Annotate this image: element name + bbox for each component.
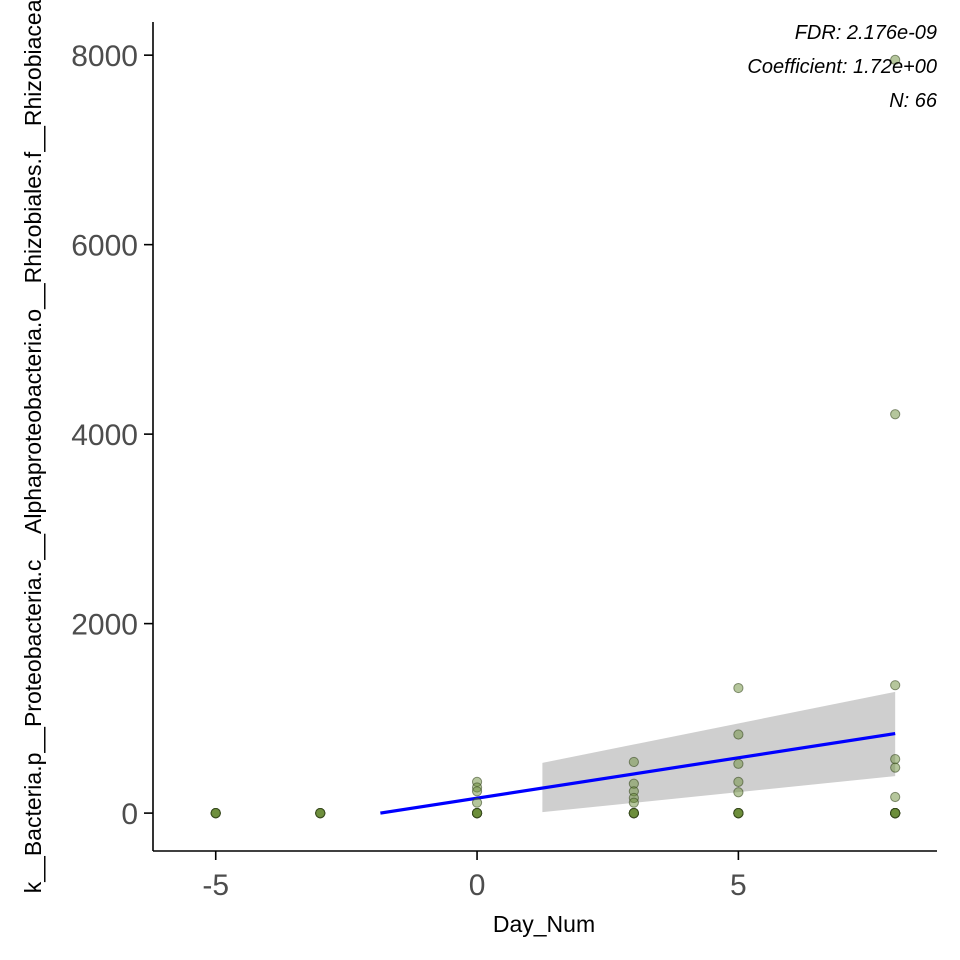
- fdr-annotation: FDR: 2.176e-09: [795, 22, 937, 44]
- data-point-24: [628, 756, 639, 768]
- data-point-47: [733, 808, 744, 819]
- fit-line-layer: [380, 731, 896, 815]
- axes-layer: -5 0 5 0 2000 4000 6000 8000: [71, 22, 937, 902]
- data-point-5: [210, 808, 221, 819]
- data-point-15: [471, 797, 483, 808]
- y-tick-label-0: 0: [121, 798, 138, 831]
- y-axis-title: k__Bacteria.p__Proteobacteria.c__Alphapr…: [20, 0, 46, 893]
- y-tick-label-4: 8000: [71, 40, 138, 73]
- n-annotation: N: 66: [889, 90, 938, 112]
- y-tick-label-1: 2000: [71, 609, 138, 642]
- fit-line: [380, 731, 896, 815]
- data-point-38: [733, 758, 744, 769]
- data-point-28: [628, 797, 639, 808]
- x-tick-label-0: -5: [202, 869, 229, 902]
- data-point-49: [890, 409, 901, 420]
- coefficient-annotation: Coefficient: 1.72e+00: [747, 56, 937, 78]
- points-layer: [210, 54, 901, 819]
- data-point-36: [733, 682, 744, 694]
- data-point-51: [890, 753, 901, 765]
- x-tick-label-1: 0: [469, 869, 486, 902]
- confidence-band: [542, 691, 896, 813]
- data-point-50: [890, 680, 901, 691]
- data-point-23: [471, 808, 483, 819]
- data-point-48: [890, 54, 901, 65]
- x-axis-title: Day_Num: [493, 911, 595, 937]
- data-point-65: [890, 808, 901, 819]
- data-point-40: [733, 787, 744, 798]
- data-point-52: [890, 762, 901, 773]
- data-point-37: [733, 729, 744, 740]
- confidence-band-layer: [542, 691, 896, 813]
- y-tick-label-2: 4000: [71, 419, 138, 452]
- data-point-53: [890, 791, 901, 803]
- data-point-14: [471, 786, 483, 797]
- data-point-11: [315, 808, 326, 819]
- x-tick-label-2: 5: [730, 869, 747, 902]
- y-tick-label-3: 6000: [71, 230, 138, 263]
- data-point-35: [628, 808, 639, 819]
- data-point-39: [733, 776, 744, 787]
